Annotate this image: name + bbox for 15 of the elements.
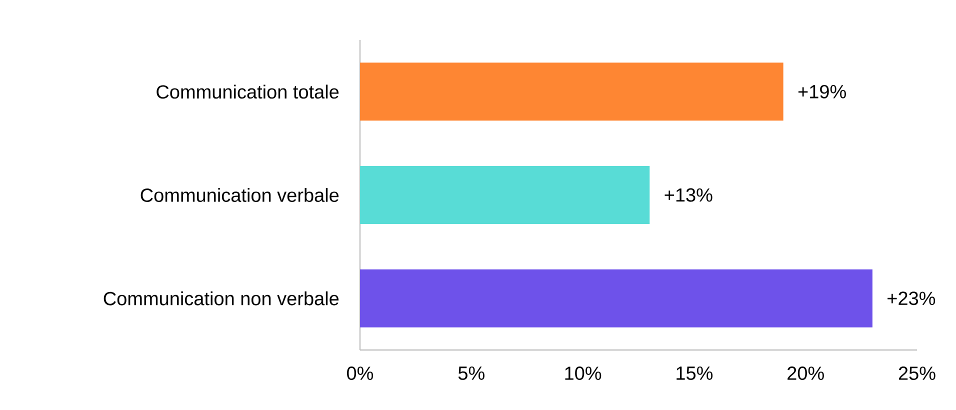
bar <box>360 62 784 121</box>
x-tick-label: 10% <box>565 366 602 380</box>
y-tick-label: Communication verbale <box>140 188 339 202</box>
data-label: +13% <box>664 188 712 202</box>
y-tick-label: Communication non verbale <box>104 291 339 306</box>
bar <box>360 269 872 328</box>
x-tick-label: 25% <box>898 366 936 380</box>
data-label: +23% <box>888 292 936 306</box>
x-tick-label: 15% <box>676 366 713 380</box>
bar <box>360 166 650 224</box>
data-label: +19% <box>798 84 846 98</box>
x-tick-label: 20% <box>788 366 824 380</box>
y-tick-label: Communication totale <box>156 84 339 99</box>
x-tick-label: 5% <box>458 366 484 380</box>
x-tick-label: 0% <box>347 366 374 380</box>
